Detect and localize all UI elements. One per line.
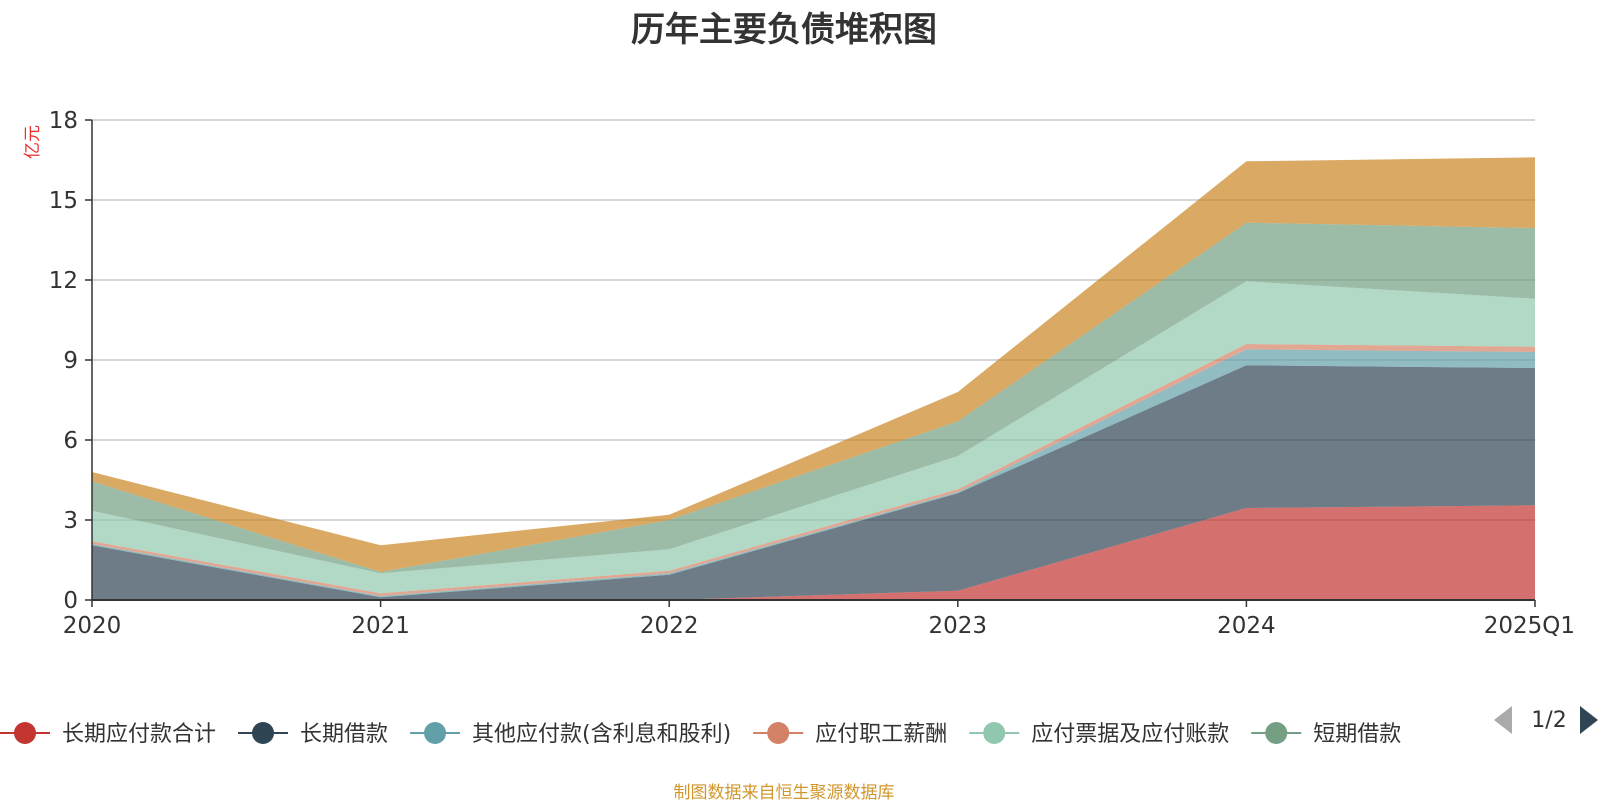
legend-label: 长期借款 <box>300 722 388 747</box>
legend-item[interactable]: 应付票据及应付账款 <box>969 722 1229 747</box>
area-series-4[interactable] <box>92 281 1535 594</box>
axes: 0 3 6 9 12 15 18 2020 2021 2022 2023 2024 2025Q1 <box>49 108 1575 639</box>
legend: 长期应付款合计 长期借款 其他应付款(含利息和股利) 应付职工薪酬 应付票据及应付账款 短… <box>0 722 1401 747</box>
legend-marker <box>983 722 1006 744</box>
x-tick-label: 2024 <box>1217 613 1276 639</box>
y-axis-unit-label: 亿元 <box>23 125 43 159</box>
y-tick-label: 3 <box>63 508 78 534</box>
legend-marker <box>252 722 275 744</box>
legend-label: 应付职工薪酬 <box>815 722 947 747</box>
legend-item[interactable]: 应付职工薪酬 <box>753 722 947 747</box>
legend-item[interactable]: 长期应付款合计 <box>0 722 216 747</box>
x-tick-label: 2022 <box>640 613 699 639</box>
legend-marker <box>767 722 790 744</box>
legend-prev-arrow-icon[interactable] <box>1494 706 1512 734</box>
area-series-6[interactable] <box>92 157 1535 573</box>
x-tick-label: 2021 <box>351 613 410 639</box>
legend-label: 应付票据及应付账款 <box>1031 722 1229 747</box>
legend-page-indicator: 1/2 <box>1531 708 1566 733</box>
legend-marker <box>1265 722 1288 744</box>
y-tick-label: 18 <box>49 108 78 134</box>
legend-marker <box>14 722 36 744</box>
chart-title: 历年主要负债堆积图 <box>631 10 937 50</box>
y-tick-label: 12 <box>49 268 78 294</box>
legend-item[interactable]: 其他应付款(含利息和股利) <box>410 722 731 747</box>
legend-next-arrow-icon[interactable] <box>1580 706 1598 734</box>
legend-item[interactable]: 长期借款 <box>238 722 388 747</box>
legend-label: 其他应付款(含利息和股利) <box>472 722 731 747</box>
x-tick-label: 2023 <box>929 613 988 639</box>
area-series <box>92 157 1535 600</box>
legend-item[interactable]: 短期借款 <box>1251 722 1401 747</box>
legend-label: 短期借款 <box>1313 722 1401 747</box>
y-tick-label: 15 <box>49 188 78 214</box>
x-tick-label: 2020 <box>63 613 122 639</box>
x-tick-label: 2025Q1 <box>1484 613 1575 639</box>
y-tick-label: 9 <box>63 348 78 374</box>
area-series-0[interactable] <box>92 505 1535 600</box>
y-tick-label: 6 <box>63 428 78 454</box>
source-note: 制图数据来自恒生聚源数据库 <box>673 783 895 803</box>
legend-marker <box>424 722 447 744</box>
area-series-1[interactable] <box>92 365 1535 600</box>
legend-label: 长期应付款合计 <box>62 722 216 747</box>
legend-pager: 1/2 <box>1494 706 1598 734</box>
area-series-5[interactable] <box>92 222 1535 574</box>
y-tick-label: 0 <box>63 588 78 614</box>
grid-lines <box>92 119 1535 521</box>
